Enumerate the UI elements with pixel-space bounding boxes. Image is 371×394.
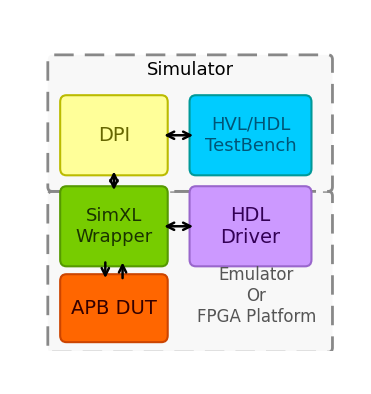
Text: Simulator: Simulator [147,61,234,79]
Text: SimXL
Wrapper: SimXL Wrapper [75,207,152,246]
FancyBboxPatch shape [48,191,332,352]
FancyBboxPatch shape [190,186,312,266]
Text: Emulator
Or
FPGA Platform: Emulator Or FPGA Platform [197,266,316,326]
Text: HVL/HDL
TestBench: HVL/HDL TestBench [205,116,296,155]
FancyBboxPatch shape [60,186,168,266]
FancyBboxPatch shape [190,95,312,175]
Text: DPI: DPI [98,126,130,145]
Text: APB DUT: APB DUT [71,299,157,318]
Text: HDL
Driver: HDL Driver [220,206,280,247]
FancyBboxPatch shape [60,274,168,342]
FancyBboxPatch shape [60,95,168,175]
FancyBboxPatch shape [48,55,332,191]
